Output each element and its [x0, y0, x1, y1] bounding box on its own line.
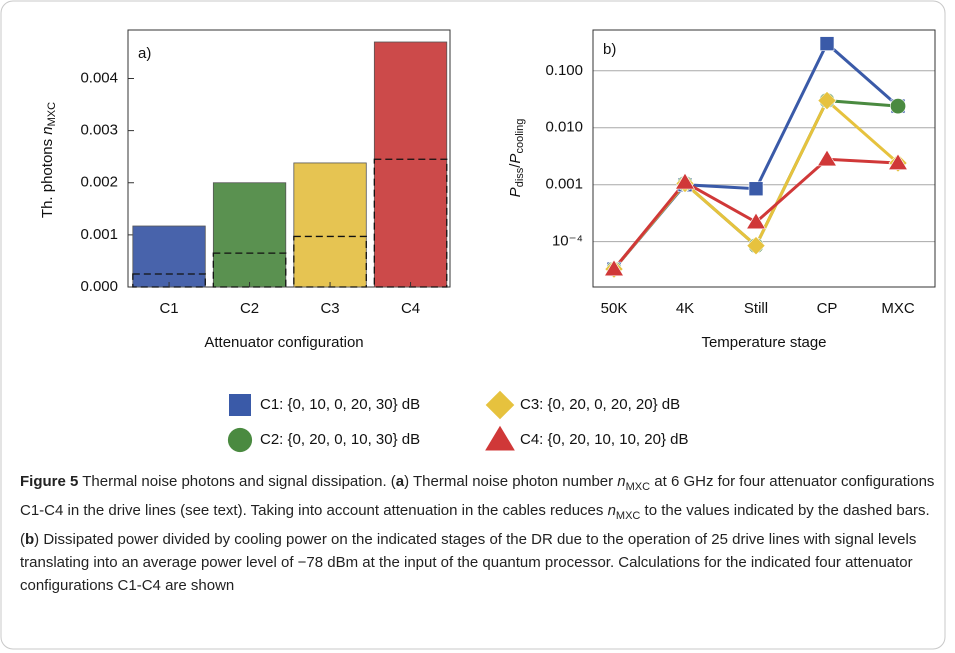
marker: [485, 390, 515, 420]
caption-text: ) Thermal noise photon number: [404, 473, 618, 490]
legend-label: C4: {0, 20, 10, 10, 20} dB: [520, 431, 688, 448]
x-axis-label: Attenuator configuration: [204, 334, 363, 351]
panel-label: a): [138, 45, 151, 62]
y-axis-label: Th. photons nMXC: [39, 102, 58, 218]
bar: [132, 225, 206, 288]
y-axis-label-part: P: [507, 154, 524, 164]
plot-frame: [127, 29, 451, 288]
y-tick-label: 0.010: [545, 119, 583, 136]
x-tick-label: C3: [320, 300, 339, 317]
y-axis-label: Pdiss/Pcooling: [507, 119, 526, 198]
marker: [229, 394, 251, 416]
bar: [293, 162, 367, 288]
marker: [817, 91, 837, 111]
marker: [746, 236, 766, 256]
caption-text: n: [607, 502, 616, 519]
marker: [604, 259, 624, 277]
y-axis-label-part: Th. photons: [39, 135, 56, 218]
caption-text: a: [395, 473, 405, 490]
caption-text: n: [617, 473, 626, 490]
caption-label: Figure 5: [20, 473, 79, 490]
y-axis-label-part: /: [507, 163, 524, 168]
bar: [373, 41, 448, 288]
caption-text: to the values indicated by the dashed ba…: [20, 502, 930, 548]
y-tick-label: 0.002: [80, 174, 118, 191]
bar: [212, 182, 287, 288]
caption-text: MXC: [615, 510, 641, 522]
caption-text: Thermal noise photons and signal dissipa…: [78, 473, 396, 490]
x-tick-label: CP: [817, 300, 838, 317]
marker: [889, 98, 906, 115]
x-tick-label: C4: [401, 300, 420, 317]
y-axis-label-part: cooling: [514, 119, 526, 154]
marker: [227, 427, 253, 453]
y-tick-label: 0.003: [80, 122, 118, 139]
x-axis-label: Temperature stage: [701, 334, 826, 351]
y-axis-label-part: n: [39, 126, 56, 134]
caption-text: MXC: [625, 481, 651, 493]
x-tick-label: C1: [159, 300, 178, 317]
y-tick-label: 10⁻⁴: [552, 233, 583, 250]
y-axis-label-part: P: [507, 187, 524, 197]
marker: [675, 172, 695, 190]
x-tick-label: Still: [744, 300, 768, 317]
x-tick-label: 4K: [676, 300, 694, 317]
legend-label: C3: {0, 20, 0, 20, 20} dB: [520, 396, 680, 413]
caption-text: at 6 GHz for four attenuator configurati…: [20, 473, 935, 519]
y-tick-label: 0.001: [80, 226, 118, 243]
marker: [746, 212, 766, 230]
x-tick-label: C2: [240, 300, 259, 317]
marker: [888, 153, 908, 170]
y-axis-label-part: diss: [514, 167, 526, 187]
y-tick-label: 0.100: [545, 62, 583, 79]
marker: [748, 181, 764, 197]
x-tick-label: 50K: [601, 300, 628, 317]
marker: [485, 425, 515, 451]
caption: Figure 5 Thermal noise photons and signa…: [20, 470, 938, 597]
caption-text: ) Dissipated power divided by cooling po…: [20, 531, 917, 594]
y-tick-label: 0.001: [545, 176, 583, 193]
dashed-bar: [212, 252, 287, 288]
legend-label: C2: {0, 20, 0, 10, 30} dB: [260, 431, 420, 448]
legend-label: C1: {0, 10, 0, 20, 30} dB: [260, 396, 420, 413]
caption-text: b: [25, 531, 35, 548]
plot-frame: [592, 29, 936, 288]
series-line: [612, 41, 899, 271]
y-axis-label-part: MXC: [46, 102, 58, 127]
marker: [817, 149, 837, 167]
panel-label: b): [603, 41, 616, 58]
x-tick-label: MXC: [881, 300, 915, 317]
y-tick-label: 0.004: [80, 69, 118, 86]
y-tick-label: 0.000: [80, 278, 118, 295]
marker: [819, 36, 835, 51]
